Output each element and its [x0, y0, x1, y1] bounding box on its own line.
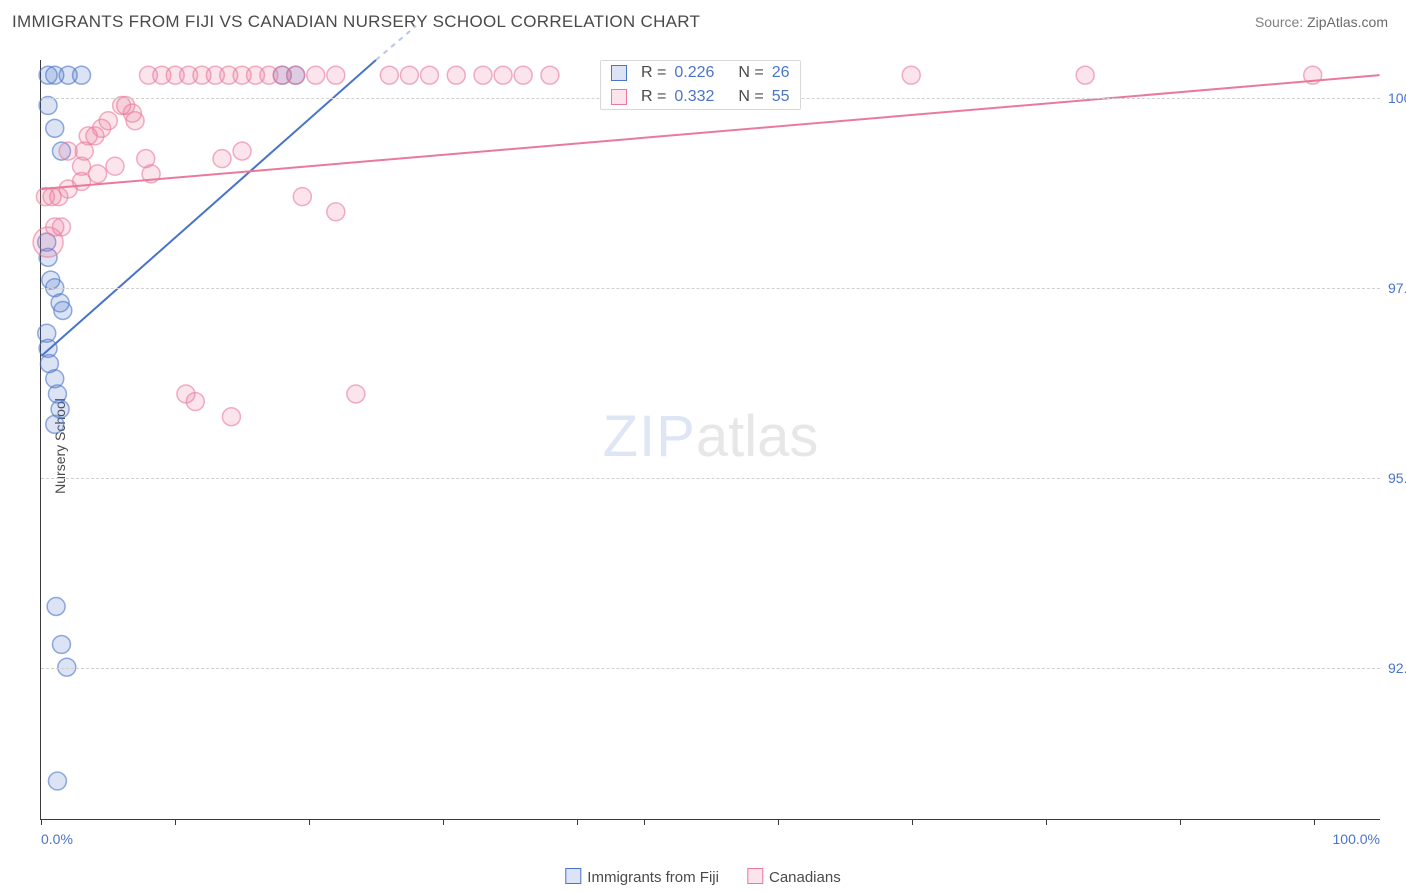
marker-canadians — [420, 66, 438, 84]
gridline — [41, 288, 1380, 289]
swatch-fiji — [565, 868, 581, 884]
marker-canadians — [126, 112, 144, 130]
marker-canadians — [293, 188, 311, 206]
stats-r-value: 0.332 — [674, 88, 714, 106]
stats-n-value: 26 — [772, 64, 790, 82]
marker-canadians — [1076, 66, 1094, 84]
marker-fiji — [39, 97, 57, 115]
stats-n-value: 55 — [772, 88, 790, 106]
stats-row-canadians: R = 0.332 N = 55 — [601, 85, 800, 109]
legend-label: Immigrants from Fiji — [587, 869, 719, 886]
stats-n-label: N = — [738, 88, 763, 106]
chart-title: IMMIGRANTS FROM FIJI VS CANADIAN NURSERY… — [12, 12, 700, 32]
legend-item-canadians: Canadians — [747, 868, 841, 886]
stats-row-fiji: R = 0.226 N = 26 — [601, 61, 800, 85]
marker-canadians — [494, 66, 512, 84]
marker-canadians — [142, 165, 160, 183]
y-tick-label: 100.0% — [1382, 90, 1406, 106]
marker-canadians — [213, 150, 231, 168]
marker-fiji — [73, 66, 91, 84]
swatch-fiji — [611, 65, 627, 81]
marker-canadians — [307, 66, 325, 84]
marker-canadians — [380, 66, 398, 84]
marker-canadians — [327, 66, 345, 84]
legend-item-fiji: Immigrants from Fiji — [565, 868, 719, 886]
marker-canadians — [73, 157, 91, 175]
x-tick — [778, 819, 779, 825]
plot-area: ZIPatlas 0.0% 100.0% 92.5%95.0%97.5%100.… — [40, 60, 1380, 820]
x-tick — [175, 819, 176, 825]
marker-fiji — [46, 119, 64, 137]
marker-canadians — [99, 112, 117, 130]
y-tick-label: 95.0% — [1382, 470, 1406, 486]
marker-fiji — [47, 597, 65, 615]
marker-canadians — [514, 66, 532, 84]
source-label: Source: — [1255, 14, 1303, 30]
stats-r-value: 0.226 — [674, 64, 714, 82]
x-tick — [1180, 819, 1181, 825]
x-axis-max-label: 100.0% — [1333, 831, 1380, 847]
gridline — [41, 668, 1380, 669]
marker-fiji — [54, 301, 72, 319]
x-tick — [443, 819, 444, 825]
stats-r-label: R = — [641, 88, 666, 106]
x-tick — [644, 819, 645, 825]
x-tick — [912, 819, 913, 825]
marker-fiji — [48, 772, 66, 790]
source-value: ZipAtlas.com — [1307, 14, 1388, 30]
marker-canadians — [902, 66, 920, 84]
marker-fiji — [46, 415, 64, 433]
y-tick-label: 92.5% — [1382, 660, 1406, 676]
marker-canadians — [222, 408, 240, 426]
trend-line-fiji — [41, 60, 376, 356]
x-tick — [577, 819, 578, 825]
marker-canadians — [447, 66, 465, 84]
marker-canadians — [474, 66, 492, 84]
marker-canadians — [233, 142, 251, 160]
marker-canadians — [1304, 66, 1322, 84]
legend-label: Canadians — [769, 869, 841, 886]
gridline — [41, 478, 1380, 479]
marker-canadians — [327, 203, 345, 221]
marker-fiji — [52, 635, 70, 653]
swatch-canadians — [611, 89, 627, 105]
marker-canadians — [186, 393, 204, 411]
source-attribution: Source: ZipAtlas.com — [1255, 14, 1388, 30]
marker-canadians — [89, 165, 107, 183]
swatch-canadians — [747, 868, 763, 884]
marker-canadians — [287, 66, 305, 84]
x-tick — [309, 819, 310, 825]
marker-canadians — [400, 66, 418, 84]
stats-r-label: R = — [641, 64, 666, 82]
plot-svg — [41, 60, 1380, 819]
x-tick — [41, 819, 42, 825]
x-axis-min-label: 0.0% — [41, 831, 73, 847]
marker-canadians — [52, 218, 70, 236]
x-tick — [1314, 819, 1315, 825]
y-tick-label: 97.5% — [1382, 280, 1406, 296]
marker-canadians — [541, 66, 559, 84]
bottom-legend: Immigrants from Fiji Canadians — [565, 868, 840, 886]
x-tick — [1046, 819, 1047, 825]
marker-canadians — [347, 385, 365, 403]
stats-n-label: N = — [738, 64, 763, 82]
marker-canadians — [106, 157, 124, 175]
stats-legend: R = 0.226 N = 26 R = 0.332 N = 55 — [600, 60, 801, 110]
marker-canadians — [59, 142, 77, 160]
